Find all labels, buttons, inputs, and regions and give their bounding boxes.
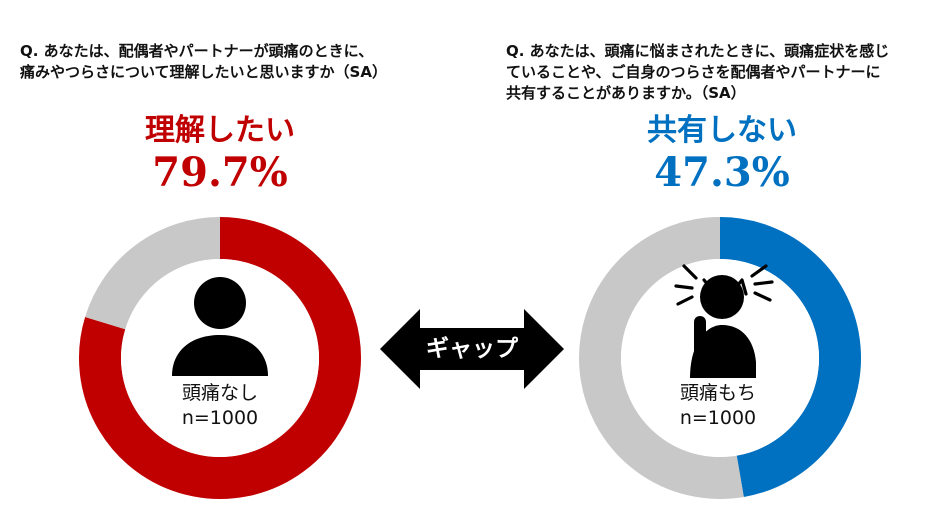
headache-person-icon	[674, 264, 774, 378]
headline-label-right: 共有しない	[647, 113, 797, 148]
gap-label: ギャップ	[426, 336, 518, 362]
donut-right-sample-size: n=1000	[679, 407, 757, 429]
question-left: Q. あなたは、配偶者やパートナーが頭痛のときに、 痛みやつらさについて理解した…	[20, 42, 387, 81]
headline-value-right: 47.3%	[654, 149, 790, 196]
donut-right-center-label: 頭痛もち	[679, 382, 756, 404]
headline-value-left: 79.7%	[152, 149, 288, 196]
donut-left-slice-main	[79, 217, 361, 499]
question-right: Q. あなたは、頭痛に悩まされたときに、頭痛症状を感じ ていることや、ご自身のつ…	[506, 42, 890, 102]
double-arrow-icon	[380, 309, 564, 389]
person-icon	[172, 277, 268, 376]
donut-chart-left	[79, 217, 361, 499]
donut-left-sample-size: n=1000	[181, 407, 259, 429]
donut-left-slice-rest	[85, 217, 221, 330]
donut-left-center-label: 頭痛なし	[181, 382, 258, 404]
headline-label-left: 理解したい	[145, 113, 295, 148]
donut-right-slice-main	[719, 217, 862, 497]
donut-right-slice-rest	[579, 217, 744, 499]
